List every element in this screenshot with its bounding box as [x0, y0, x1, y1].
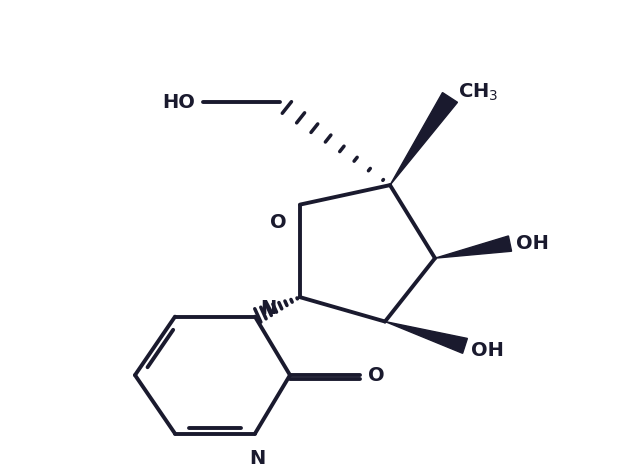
Text: O: O — [368, 366, 385, 384]
Text: OH: OH — [516, 234, 549, 253]
Polygon shape — [390, 93, 458, 185]
Text: O: O — [269, 212, 286, 232]
Text: N: N — [260, 299, 276, 318]
Text: CH$_3$: CH$_3$ — [458, 82, 499, 103]
Polygon shape — [435, 236, 511, 258]
Text: HO: HO — [162, 93, 195, 112]
Text: N: N — [249, 449, 265, 468]
Text: OH: OH — [471, 341, 504, 360]
Polygon shape — [385, 321, 467, 353]
